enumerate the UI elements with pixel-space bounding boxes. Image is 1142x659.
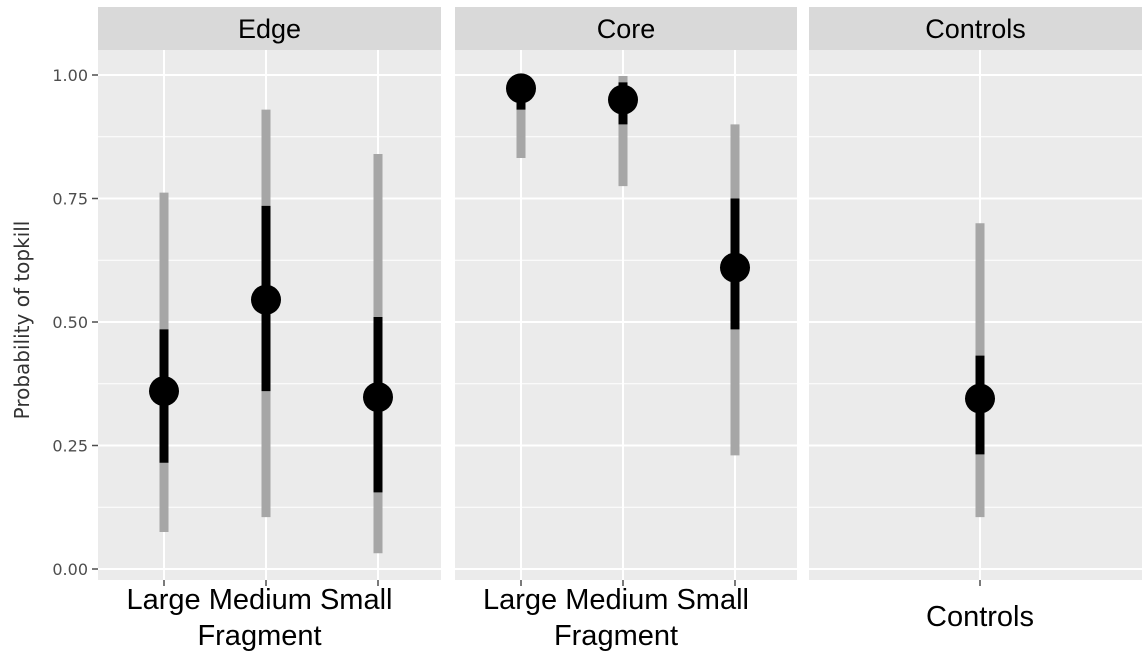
facet-strip-label: Edge bbox=[238, 14, 301, 44]
estimate-point bbox=[363, 382, 393, 413]
x-tick-label: Medium bbox=[557, 584, 668, 616]
x-axis-title: Fragment bbox=[554, 620, 678, 652]
y-axis-title: Probability of topkill bbox=[10, 221, 34, 420]
facet-edge: Edge Large Medium Small Fragment bbox=[98, 7, 441, 652]
x-tick-label: Controls bbox=[926, 601, 1034, 633]
y-tick-label: 1.00 bbox=[52, 66, 88, 85]
facet-strip-label: Core bbox=[597, 14, 656, 44]
estimate-point bbox=[965, 383, 995, 414]
y-tick-label: 0.75 bbox=[52, 190, 88, 209]
facet-panels: Edge Large Medium Small Fragment Core Large … bbox=[98, 7, 1142, 652]
facet-controls: Controls Controls bbox=[809, 7, 1142, 633]
facet-strip bbox=[455, 7, 797, 50]
y-tick-label: 0.25 bbox=[52, 437, 88, 456]
estimate-point bbox=[149, 376, 179, 407]
estimate-point bbox=[608, 84, 638, 115]
facet-core: Core Large Medium Small Fragment bbox=[455, 7, 797, 652]
x-axis-title: Fragment bbox=[197, 620, 321, 652]
facet-strip bbox=[98, 7, 441, 50]
y-tick-label: 0.00 bbox=[52, 560, 88, 579]
facet-strip-label: Controls bbox=[925, 14, 1026, 44]
x-tick-label: Medium bbox=[201, 584, 312, 616]
x-tick-label: Small bbox=[668, 584, 749, 616]
y-axis: 0.00 0.25 0.50 0.75 1.00 bbox=[52, 66, 98, 579]
x-tick-label: Large bbox=[127, 584, 201, 616]
x-tick-label: Small bbox=[312, 584, 393, 616]
estimate-point bbox=[251, 284, 281, 315]
facet-strip bbox=[809, 7, 1142, 50]
x-tick-labels: Large Medium Small bbox=[483, 584, 749, 616]
y-tick-label: 0.50 bbox=[52, 313, 88, 332]
estimate-point bbox=[506, 73, 536, 104]
estimate-point bbox=[720, 252, 750, 283]
x-tick-label: Large bbox=[483, 584, 557, 616]
x-tick-labels: Large Medium Small bbox=[127, 584, 393, 616]
